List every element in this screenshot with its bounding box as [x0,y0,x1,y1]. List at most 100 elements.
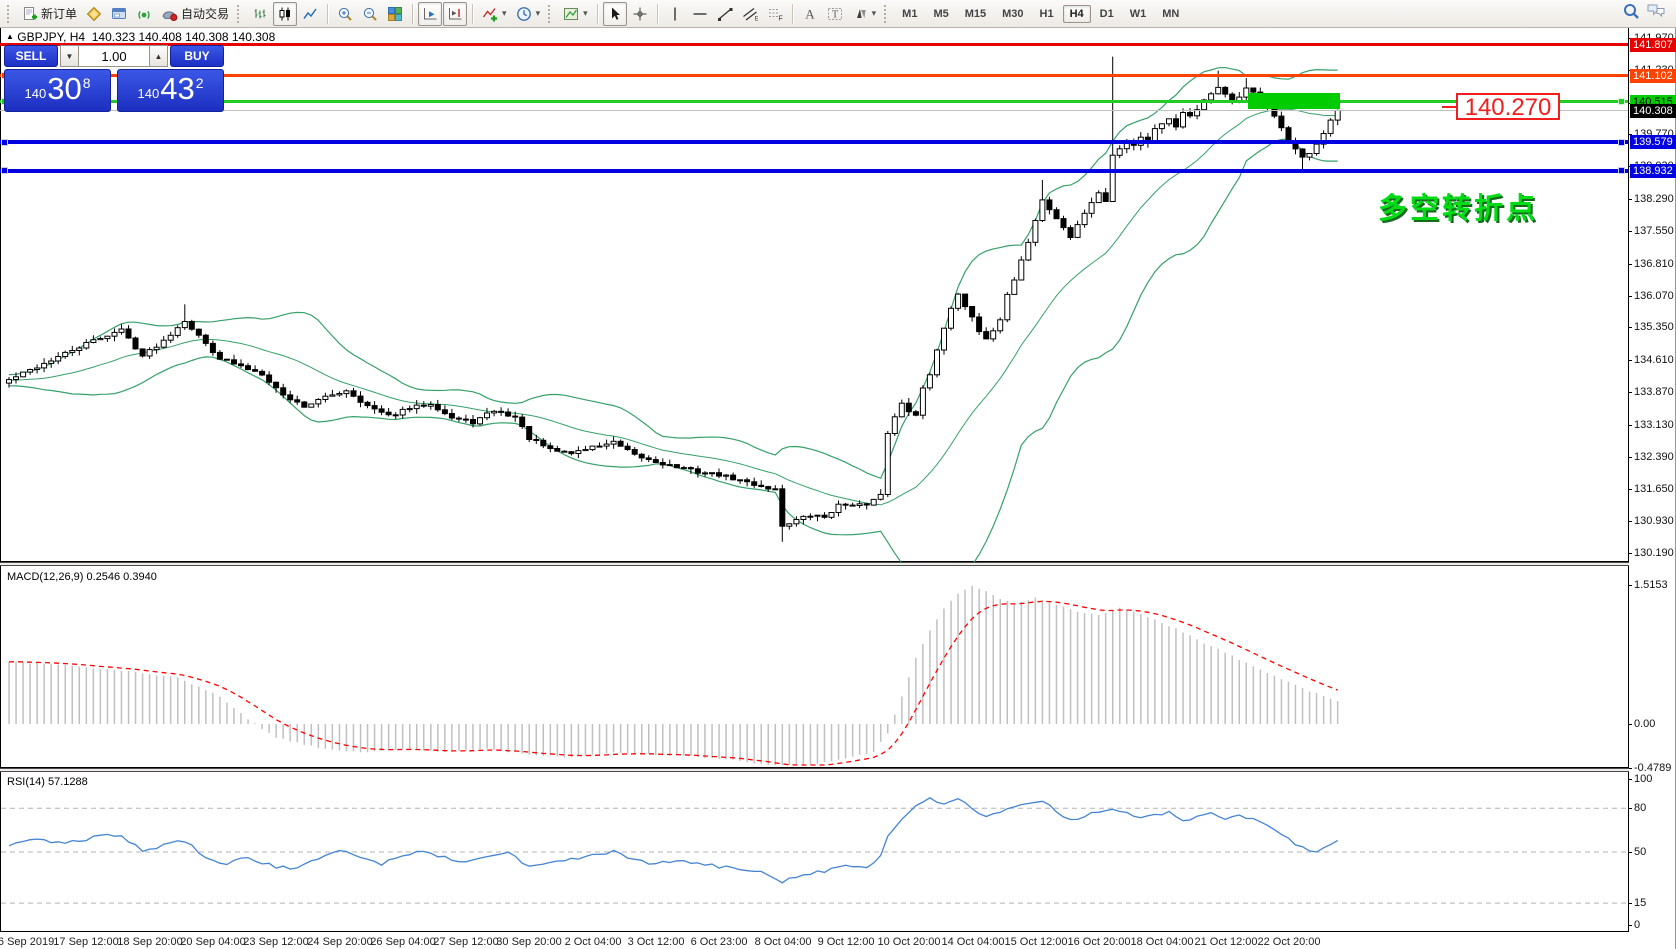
rsi-tick-label: 100 [1634,773,1653,785]
horizontal-line-141.807[interactable] [0,43,1628,47]
timeframe-M1[interactable]: M1 [902,7,918,20]
metaeditor-button[interactable] [82,2,106,26]
timeframe-M15[interactable]: M15 [964,7,987,20]
fibonacci-button[interactable]: F [763,2,787,26]
line-handle[interactable] [1618,138,1625,146]
rsi-tick-label: 50 [1634,846,1647,858]
volume-increase-button[interactable]: ▲ [149,45,168,67]
rsi-pane[interactable] [0,772,1629,932]
price-tick-label: 133.870 [1634,386,1674,398]
price-callout[interactable]: 140.270 [1456,93,1560,120]
main-price-pane[interactable] [0,28,1629,562]
macd-tick-label: 1.5153 [1634,579,1668,591]
price-tag-139.579: 139.579 [1630,135,1676,150]
rsi-tick-label: 80 [1634,802,1647,814]
toolbar-grip[interactable] [7,4,14,23]
price-tag-138.932: 138.932 [1630,163,1676,178]
chat-icon[interactable] [1646,2,1666,25]
svg-text:A: A [805,6,815,21]
sell-price-small: 140 [24,86,47,101]
autotrading-button[interactable]: 自动交易 [157,2,233,26]
horizontal-line-139.579[interactable] [0,140,1628,145]
svg-text:F: F [778,15,782,22]
price-tag-141.807: 141.807 [1630,37,1676,52]
terminal-button[interactable] [107,2,131,26]
toolbar-grip[interactable] [237,4,244,23]
macd-tick-label: -0.4789 [1634,762,1672,774]
turning-point-annotation[interactable]: 多空转折点 [1378,193,1539,225]
channel-button[interactable]: E [738,2,762,26]
line-handle[interactable] [1618,98,1625,105]
tile-windows-button[interactable] [383,2,407,26]
buy-price-quote[interactable]: 140 43 2 [117,69,224,112]
price-tick-label: 134.610 [1634,354,1674,366]
line-handle[interactable] [1,138,8,146]
timeframe-MN[interactable]: MN [1162,7,1180,20]
autotrading-icon [161,6,178,22]
line-handle[interactable] [1,167,8,175]
text-button[interactable]: A [798,2,822,26]
timeframe-M30[interactable]: M30 [1002,7,1024,20]
search-icon[interactable] [1622,2,1640,25]
timeframe-H1[interactable]: H1 [1039,7,1054,20]
pane-separator[interactable] [0,562,1629,566]
highlight-rectangle[interactable] [1248,93,1340,109]
toolbar-grip[interactable] [548,4,555,23]
indicators-button[interactable]: ▾ [478,2,511,26]
macd-indicator[interactable] [1,566,1630,768]
buy-button[interactable]: BUY [170,45,224,67]
candlestick-chart[interactable] [1,28,1630,562]
auto-scroll-button[interactable] [418,1,443,26]
line-chart-button[interactable] [298,2,322,26]
rsi-indicator[interactable] [1,772,1630,932]
macd-pane[interactable] [0,566,1629,768]
volume-decrease-button[interactable]: ▼ [60,45,79,67]
sell-button[interactable]: SELL [4,45,58,67]
zoom-in-button[interactable] [333,2,357,26]
candlestick-button[interactable] [273,1,298,26]
line-handle[interactable] [1618,167,1625,175]
toolbar-grip[interactable] [884,4,891,23]
horizontal-line-button[interactable] [688,2,712,26]
new-order-button[interactable]: 新订单 [18,2,81,26]
new-order-icon [22,6,38,22]
arrows-button[interactable]: ▾ [848,2,881,26]
time-tick-label: 22 Oct 20:00 [1257,936,1321,948]
cursor-button[interactable] [602,1,627,26]
time-tick-label: 6 Oct 23:00 [690,936,748,948]
svg-text:E: E [754,16,757,22]
rsi-tick-label: 15 [1634,897,1647,909]
bar-chart-button[interactable] [248,2,272,26]
signals-button[interactable] [132,2,156,26]
buy-price-sup: 2 [195,75,204,91]
crosshair-button[interactable] [628,2,652,26]
horizontal-line-140.308[interactable] [0,110,1628,111]
chart-shift-button[interactable] [443,1,468,26]
text-label-button[interactable]: T [823,2,847,26]
indicators-caret: ▾ [502,8,507,18]
price-tick-label: 130.930 [1634,515,1674,527]
timeframe-H4[interactable]: H4 [1062,4,1091,23]
volume-value[interactable]: 1.00 [79,45,149,67]
time-tick-label: 26 Sep 04:00 [370,936,436,948]
zoom-out-button[interactable] [358,2,382,26]
time-tick-label: 20 Sep 04:00 [180,936,246,948]
timeframe-W1[interactable]: W1 [1129,7,1147,20]
horizontal-line-140.515[interactable] [0,100,1628,103]
one-click-trading-panel: SELL ▼ 1.00 ▲ BUY 140 30 8 140 43 2 [4,45,224,112]
time-tick-label: 10 Oct 20:00 [877,936,941,948]
timeframe-D1[interactable]: D1 [1099,7,1114,20]
pane-separator[interactable] [0,768,1629,772]
horizontal-line-138.932[interactable] [0,168,1628,173]
horizontal-line-141.102[interactable] [0,74,1628,78]
templates-button[interactable]: ▾ [559,2,592,26]
time-tick-label: 30 Sep 20:00 [496,936,562,948]
sell-price-quote[interactable]: 140 30 8 [4,69,111,112]
vertical-line-button[interactable] [663,2,687,26]
price-callout-dash [1442,106,1456,108]
timeframe-M5[interactable]: M5 [933,7,949,20]
periods-button[interactable]: ▾ [512,2,545,26]
trendline-button[interactable] [713,2,737,26]
time-tick-label: 17 Sep 12:00 [53,936,119,948]
